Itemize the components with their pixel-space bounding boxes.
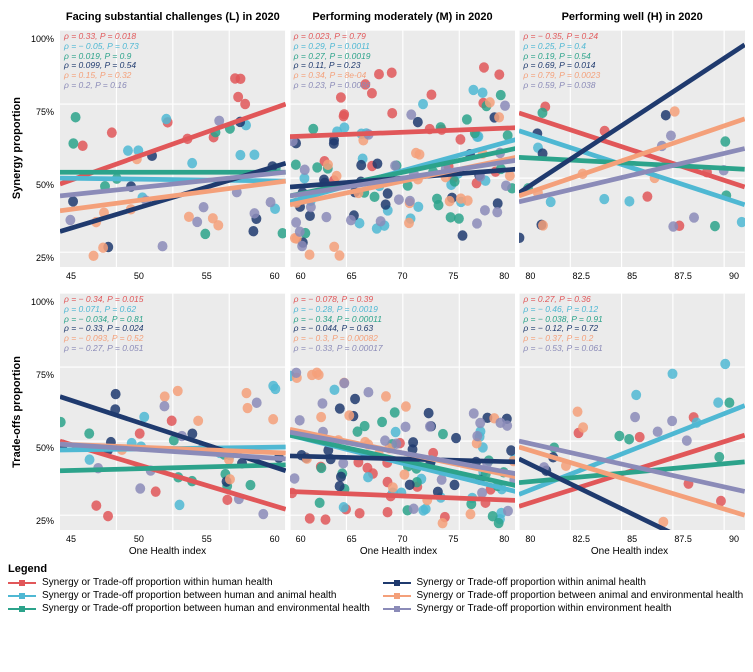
chart-grid: Facing substantial challenges (L) in 202… — [8, 8, 745, 548]
legend-label: Synergy or Trade-off proportion between … — [417, 590, 744, 601]
stats-block: ρ = 0.023, P = 0.79ρ = 0.29, P = 0.0011ρ… — [294, 32, 371, 91]
x-ticks: 80 82.5 85 87.5 90 — [519, 271, 745, 289]
stats-block: ρ = − 0.34, P = 0.015ρ = 0.071, P = 0.62… — [64, 295, 143, 354]
row-title: Synergy proportion — [11, 97, 23, 199]
x-tick: 80 — [499, 271, 509, 289]
row-title: Trade-offs proportion — [11, 356, 23, 468]
y-tick: 100% — [30, 34, 54, 44]
x-tick: 70 — [397, 271, 407, 289]
x-tick: 45 — [66, 271, 76, 289]
legend-label: Synergy or Trade-off proportion within h… — [42, 577, 273, 588]
legend-swatch — [383, 591, 411, 601]
legend-swatch — [8, 604, 36, 614]
legend-label: Synergy or Trade-off proportion within a… — [417, 577, 646, 588]
stat-line: ρ = − 0.27, P = 0.051 — [64, 344, 143, 354]
x-tick: 87.5 — [674, 271, 692, 289]
legend-item: Synergy or Trade-off proportion within e… — [383, 603, 746, 614]
chart-panel: ρ = − 0.35, P = 0.24ρ = 0.25, P = 0.4ρ =… — [519, 30, 745, 267]
x-tick: 60 — [270, 271, 280, 289]
legend-item: Synergy or Trade-off proportion between … — [8, 603, 371, 614]
legend-item: Synergy or Trade-off proportion within a… — [383, 577, 746, 588]
stats-block: ρ = 0.27, P = 0.36ρ = − 0.46, P = 0.12ρ … — [523, 295, 602, 354]
legend-swatch — [383, 578, 411, 588]
legend-label: Synergy or Trade-off proportion within e… — [417, 603, 672, 614]
stat-line: ρ = 0.59, P = 0.038 — [523, 81, 600, 91]
y-tick: 50% — [30, 180, 54, 190]
stat-line: ρ = − 0.33, P = 0.00017 — [294, 344, 383, 354]
stats-block: ρ = − 0.35, P = 0.24ρ = 0.25, P = 0.4ρ =… — [523, 32, 600, 91]
legend-swatch — [8, 591, 36, 601]
x-tick: 82.5 — [572, 271, 590, 289]
x-tick: 90 — [729, 271, 739, 289]
chart-panel: ρ = 0.33, P = 0.018ρ = − 0.05, P = 0.73ρ… — [60, 30, 286, 267]
chart-panel: ρ = 0.023, P = 0.79ρ = 0.29, P = 0.0011ρ… — [290, 30, 516, 267]
x-tick: 65 — [347, 271, 357, 289]
x-tick: 80 — [525, 271, 535, 289]
x-tick: 75 — [448, 271, 458, 289]
chart-panel: ρ = − 0.34, P = 0.015ρ = 0.071, P = 0.62… — [60, 293, 286, 530]
legend-title: Legend — [8, 563, 745, 575]
legend-swatch — [8, 578, 36, 588]
x-tick: 60 — [296, 271, 306, 289]
column-title: Performing well (H) in 2020 — [519, 11, 745, 23]
x-ticks: 60 65 70 75 80 — [290, 271, 516, 289]
x-axis-label: One Health index — [283, 546, 514, 557]
x-tick: 50 — [134, 271, 144, 289]
stats-block: ρ = − 0.078, P = 0.39ρ = − 0.28, P = 0.0… — [294, 295, 383, 354]
x-tick: 85 — [627, 271, 637, 289]
legend-item: Synergy or Trade-off proportion between … — [8, 590, 371, 601]
legend-label: Synergy or Trade-off proportion between … — [42, 590, 336, 601]
x-tick: 55 — [202, 271, 212, 289]
y-tick: 25% — [30, 253, 54, 263]
legend-swatch — [383, 604, 411, 614]
stat-line: ρ = − 0.53, P = 0.061 — [523, 344, 602, 354]
legend-label: Synergy or Trade-off proportion between … — [42, 603, 370, 614]
chart-panel: ρ = 0.27, P = 0.36ρ = − 0.46, P = 0.12ρ … — [519, 293, 745, 530]
y-tick: 50% — [30, 443, 54, 453]
y-tick: 100% — [30, 297, 54, 307]
legend-item: Synergy or Trade-off proportion between … — [383, 590, 746, 601]
x-axis-label: One Health index — [514, 546, 745, 557]
stat-line: ρ = 0.2, P = 0.16 — [64, 81, 139, 91]
stat-line: ρ = 0.23, P = 0.0086 — [294, 81, 371, 91]
x-axis-label: One Health index — [52, 546, 283, 557]
y-tick: 75% — [30, 107, 54, 117]
column-title: Facing substantial challenges (L) in 202… — [60, 11, 286, 23]
legend: Legend Synergy or Trade-off proportion w… — [8, 563, 745, 614]
x-ticks: 45 50 55 60 — [60, 271, 286, 289]
stats-block: ρ = 0.33, P = 0.018ρ = − 0.05, P = 0.73ρ… — [64, 32, 139, 91]
legend-item: Synergy or Trade-off proportion within h… — [8, 577, 371, 588]
y-tick: 25% — [30, 516, 54, 526]
chart-panel: ρ = − 0.078, P = 0.39ρ = − 0.28, P = 0.0… — [290, 293, 516, 530]
column-title: Performing moderately (M) in 2020 — [290, 11, 516, 23]
y-tick: 75% — [30, 370, 54, 380]
